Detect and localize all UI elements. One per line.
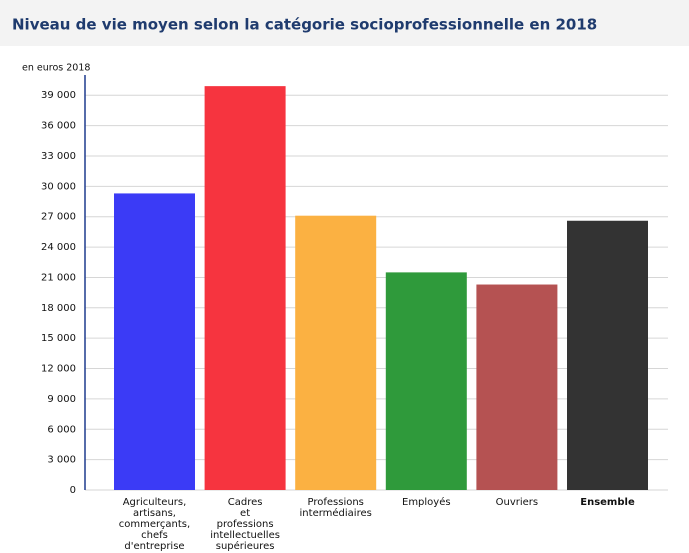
y-tick-label: 30 000 (41, 181, 76, 192)
bar (204, 86, 286, 490)
y-tick-label: 21 000 (41, 272, 76, 283)
y-tick-label: 0 (70, 485, 76, 496)
y-tick-label: 33 000 (41, 151, 76, 162)
header (0, 0, 689, 46)
bar (295, 215, 377, 490)
y-tick-label: 15 000 (41, 333, 76, 344)
y-tick-label: 9 000 (47, 394, 76, 405)
y-tick-label: 39 000 (41, 90, 76, 101)
y-axis-label: en euros 2018 (22, 63, 90, 74)
y-tick-label: 18 000 (41, 303, 76, 314)
y-tick-label: 12 000 (41, 364, 76, 375)
x-tick-label: Ensemble (580, 497, 635, 508)
bar (385, 272, 467, 490)
y-tick-label: 3 000 (47, 455, 76, 466)
x-tick-label: Ouvriers (496, 497, 539, 508)
chart-title: Niveau de vie moyen selon la catégorie s… (12, 16, 597, 34)
x-tick-label: Agriculteurs, artisans, commerçants, chefs d… (119, 497, 190, 552)
y-tick-label: 6 000 (47, 424, 76, 435)
y-tick-label: 24 000 (41, 242, 76, 253)
y-tick-label: 36 000 (41, 121, 76, 132)
x-tick-label: Employés (402, 496, 451, 508)
bar (567, 220, 648, 490)
x-tick-label: Professions intermédiaires (300, 497, 372, 519)
bar (476, 284, 558, 490)
bar (114, 193, 195, 491)
x-tick-label: Cadres et professions intellectuelles supéri… (210, 497, 280, 552)
y-tick-label: 27 000 (41, 212, 76, 223)
